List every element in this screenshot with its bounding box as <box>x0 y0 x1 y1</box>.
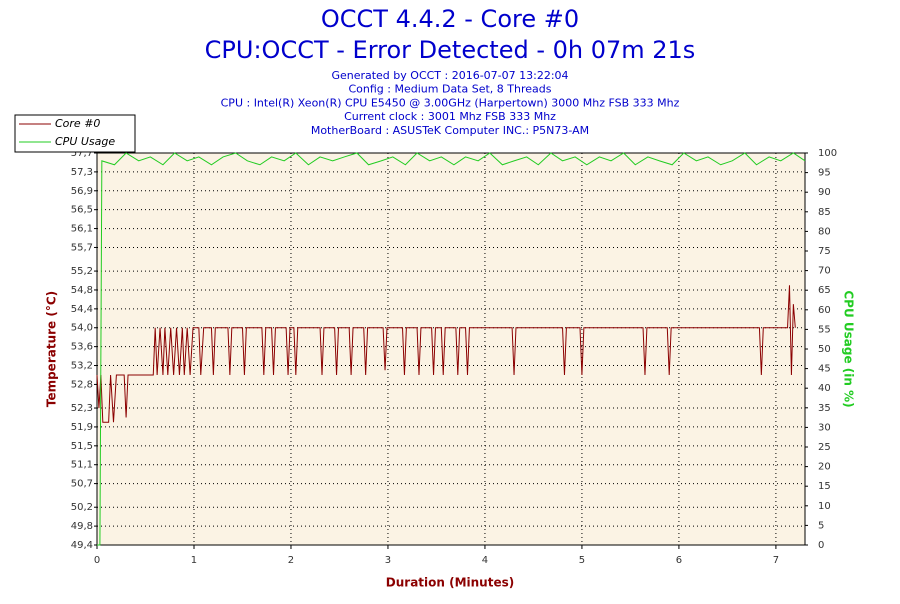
y2-tick-label: 65 <box>818 285 831 296</box>
series-line <box>97 152 806 546</box>
x-axis-label: Duration (Minutes) <box>386 576 514 590</box>
y-tick-label: 51,1 <box>71 460 93 471</box>
y-tick-label: 54,0 <box>71 323 93 334</box>
y2-tick-label: 95 <box>818 168 831 179</box>
x-tick-label: 0 <box>94 555 100 566</box>
y-tick-label: 51,9 <box>71 422 93 433</box>
y-tick-label: 57,3 <box>71 167 93 178</box>
info-line: CPU : Intel(R) Xeon(R) CPU E5450 @ 3.00G… <box>221 96 680 109</box>
y2-tick-label: 5 <box>818 520 824 531</box>
legend-label: Core #0 <box>55 117 100 130</box>
plot-frame <box>96 152 806 546</box>
plot-area <box>97 153 805 545</box>
y2-tick-label: 100 <box>818 148 837 159</box>
info-line: MotherBoard : ASUSTeK Computer INC.: P5N… <box>311 124 589 137</box>
y2-tick-label: 90 <box>818 187 831 198</box>
y2-tick-label: 0 <box>818 540 824 551</box>
y2-tick-label: 15 <box>818 481 831 492</box>
y2-tick-label: 45 <box>818 364 831 375</box>
x-tick-label: 4 <box>482 555 488 566</box>
y-tick-label: 57,7 <box>71 148 93 159</box>
y2-tick-label: 50 <box>818 344 831 355</box>
y-tick-label: 56,9 <box>71 186 93 197</box>
y-tick-label: 55,7 <box>71 242 93 253</box>
series-line <box>96 285 796 423</box>
y2-tick-label: 40 <box>818 383 831 394</box>
chart-title: OCCT 4.4.2 - Core #0 <box>321 5 579 33</box>
y-tick-label: 49,8 <box>71 521 93 532</box>
x-tick-label: 6 <box>676 555 682 566</box>
y-tick-label: 51,5 <box>71 441 93 452</box>
y2-tick-label: 75 <box>818 246 831 257</box>
y2-tick-label: 25 <box>818 442 831 453</box>
y2-tick-label: 10 <box>818 501 831 512</box>
x-tick-label: 3 <box>385 555 391 566</box>
y-tick-label: 52,8 <box>71 379 93 390</box>
y-tick-label: 56,1 <box>71 224 93 235</box>
x-tick-label: 1 <box>191 555 197 566</box>
y2-tick-label: 20 <box>818 462 831 473</box>
y-tick-label: 55,2 <box>71 266 93 277</box>
y2-tick-label: 35 <box>818 403 831 414</box>
info-line: Current clock : 3001 Mhz FSB 333 Mhz <box>344 110 556 123</box>
y2-tick-label: 80 <box>818 226 831 237</box>
info-line: Generated by OCCT : 2016-07-07 13:22:04 <box>331 69 568 82</box>
y-tick-label: 56,5 <box>71 205 93 216</box>
y-tick-label: 53,6 <box>71 342 93 353</box>
y2-tick-label: 30 <box>818 422 831 433</box>
y-tick-label: 50,7 <box>71 479 93 490</box>
y2-tick-label: 70 <box>818 266 831 277</box>
y2-tick-label: 85 <box>818 207 831 218</box>
y2-axis-label: CPU Usage (in %) <box>842 290 856 407</box>
y-tick-label: 54,4 <box>71 304 93 315</box>
y2-tick-label: 55 <box>818 324 831 335</box>
x-tick-label: 2 <box>288 555 294 566</box>
y-axis-label: Temperature (°C) <box>45 291 59 407</box>
y2-tick-label: 60 <box>818 305 831 316</box>
x-tick-label: 5 <box>579 555 585 566</box>
x-tick-label: 7 <box>773 555 779 566</box>
y-tick-label: 52,3 <box>71 403 93 414</box>
chart-subtitle: CPU:OCCT - Error Detected - 0h 07m 21s <box>205 36 696 64</box>
y-tick-label: 49,4 <box>71 540 93 551</box>
y-tick-label: 50,2 <box>71 502 93 513</box>
y-tick-label: 53,2 <box>71 361 93 372</box>
info-line: Config : Medium Data Set, 8 Threads <box>349 83 552 96</box>
y-tick-label: 54,8 <box>71 285 93 296</box>
legend-box <box>14 114 136 153</box>
legend-label: CPU Usage <box>55 135 115 148</box>
